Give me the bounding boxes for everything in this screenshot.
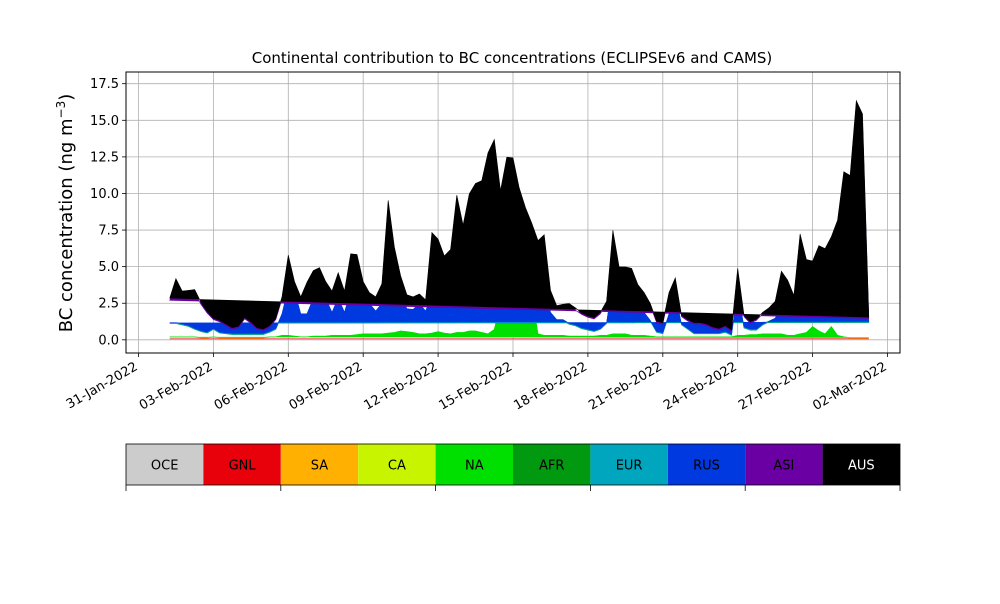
y-tick-label: 15.0 <box>90 114 119 129</box>
legend-label-sa: SA <box>311 459 328 474</box>
y-axis-label-main: BC concentration (ng m <box>56 118 77 332</box>
legend-label-eur: EUR <box>616 459 643 474</box>
y-axis-label-close: ) <box>56 94 77 101</box>
y-tick-label: 10.0 <box>90 187 119 202</box>
legend-label-oce: OCE <box>151 459 179 474</box>
legend-label-na: NA <box>465 459 484 474</box>
x-tick-label: 02-Mar-2022 <box>810 359 889 413</box>
legend-swatch-rus <box>667 444 746 485</box>
x-tick-label: 31-Jan-2022 <box>64 359 141 412</box>
legend-label-asi: ASI <box>773 459 794 474</box>
legend-swatch-oce <box>126 444 204 485</box>
x-tick-label: 06-Feb-2022 <box>212 359 291 413</box>
legend-swatch-na <box>435 444 513 485</box>
x-tick-label: 09-Feb-2022 <box>287 359 366 413</box>
legend-swatch-ca <box>358 444 436 485</box>
legend-frame <box>125 443 901 486</box>
stacked-area-layers <box>169 99 870 340</box>
x-tick-label: 15-Feb-2022 <box>436 359 515 413</box>
legend-swatch-aus <box>822 444 900 485</box>
y-tick-label: 0.0 <box>98 333 119 348</box>
legend-colorbar: OCE GNL SA CA NA AFR EUR RUS ASI AUS <box>125 443 901 491</box>
x-tick-label: 03-Feb-2022 <box>137 359 216 413</box>
y-tick-label: 7.5 <box>98 224 119 239</box>
y-axis-label: BC concentration (ng m−3) <box>54 94 77 333</box>
y-tick-label: 2.5 <box>98 297 119 312</box>
legend-label-gnl: GNL <box>229 459 257 474</box>
x-tick-label: 27-Feb-2022 <box>736 359 815 413</box>
legend-swatch-asi <box>745 444 823 485</box>
legend-swatch-sa <box>280 444 359 485</box>
x-tick-label: 21-Feb-2022 <box>586 359 665 413</box>
x-tick-label: 24-Feb-2022 <box>661 359 740 413</box>
legend-label-ca: CA <box>388 459 406 474</box>
legend-label-aus: AUS <box>848 459 875 474</box>
legend-swatch-afr <box>513 444 591 485</box>
legend-label-afr: AFR <box>539 459 564 474</box>
legend-swatch-eur <box>590 444 668 485</box>
y-tick-label: 5.0 <box>98 260 119 275</box>
y-tick-label: 12.5 <box>90 150 119 165</box>
y-axis-label-superscript: −3 <box>54 101 68 119</box>
x-tick-label: 18-Feb-2022 <box>511 359 590 413</box>
legend-label-rus: RUS <box>693 459 720 474</box>
area-aus <box>169 99 870 331</box>
y-tick-label: 17.5 <box>90 77 119 92</box>
chart-title: Continental contribution to BC concentra… <box>252 49 773 67</box>
x-tick-label: 12-Feb-2022 <box>362 359 441 413</box>
legend-swatch-gnl <box>203 444 281 485</box>
